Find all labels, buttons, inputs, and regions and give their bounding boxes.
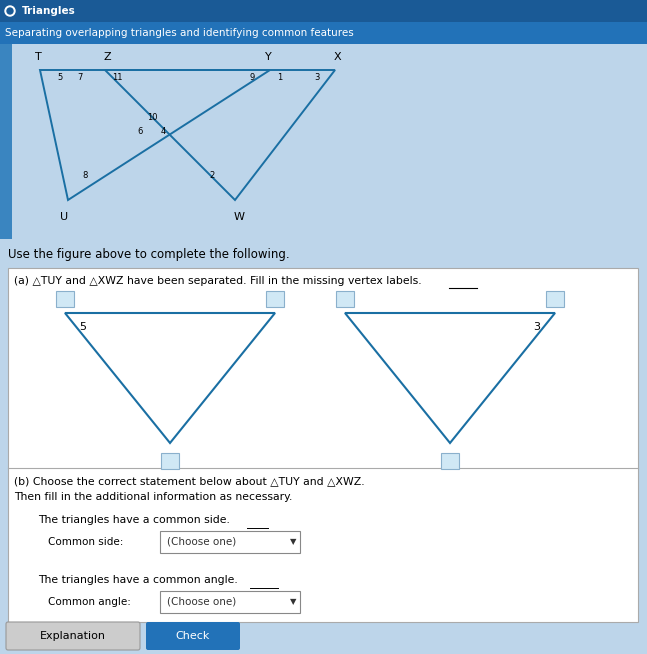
Text: 7: 7 [77,73,83,82]
Text: W: W [234,212,245,222]
Text: Common angle:: Common angle: [48,597,131,607]
Text: 5: 5 [80,322,87,332]
Text: 8: 8 [166,453,173,463]
FancyBboxPatch shape [0,44,12,239]
Text: 2: 2 [210,171,215,181]
Text: 3: 3 [314,73,320,82]
FancyBboxPatch shape [0,44,647,239]
Text: 9: 9 [249,73,255,82]
FancyBboxPatch shape [6,622,140,650]
Text: 2: 2 [446,453,454,463]
Text: Common side:: Common side: [48,537,124,547]
FancyBboxPatch shape [441,453,459,469]
Text: (b) Choose the correct statement below about △TUY and △XWZ.: (b) Choose the correct statement below a… [14,476,365,486]
Text: Explanation: Explanation [40,631,106,641]
Text: Y: Y [265,52,271,62]
Text: 10: 10 [147,114,157,122]
Text: The triangles have a common side.: The triangles have a common side. [38,515,230,525]
FancyBboxPatch shape [160,531,300,553]
FancyBboxPatch shape [0,22,647,44]
Text: (Choose one): (Choose one) [167,537,236,547]
Text: 6: 6 [137,128,143,137]
Text: ▼: ▼ [290,538,296,547]
Circle shape [7,8,13,14]
FancyBboxPatch shape [336,291,354,307]
Text: 5: 5 [58,73,63,82]
FancyBboxPatch shape [266,291,284,307]
Text: The triangles have a common angle.: The triangles have a common angle. [38,575,237,585]
FancyBboxPatch shape [161,453,179,469]
Text: 4: 4 [160,128,166,137]
Text: 3: 3 [534,322,540,332]
Circle shape [5,6,15,16]
FancyBboxPatch shape [8,268,638,622]
Text: Triangles: Triangles [22,6,76,16]
Text: Check: Check [176,631,210,641]
Text: ▼: ▼ [290,598,296,606]
Text: Use the figure above to complete the following.: Use the figure above to complete the fol… [8,248,290,261]
Text: Z: Z [103,52,111,62]
Text: Separating overlapping triangles and identifying common features: Separating overlapping triangles and ide… [5,28,354,38]
Text: U: U [60,212,68,222]
Text: 11: 11 [112,73,122,82]
Text: 1: 1 [278,73,283,82]
FancyBboxPatch shape [546,291,564,307]
Text: (Choose one): (Choose one) [167,597,236,607]
Text: (a) △TUY and △XWZ have been separated. Fill in the missing vertex labels.: (a) △TUY and △XWZ have been separated. F… [14,276,422,286]
FancyBboxPatch shape [0,0,647,22]
FancyBboxPatch shape [160,591,300,613]
Text: T: T [35,52,41,62]
Text: 8: 8 [82,171,88,181]
Text: Then fill in the additional information as necessary.: Then fill in the additional information … [14,492,292,502]
FancyBboxPatch shape [56,291,74,307]
FancyBboxPatch shape [146,622,240,650]
Text: X: X [333,52,341,62]
